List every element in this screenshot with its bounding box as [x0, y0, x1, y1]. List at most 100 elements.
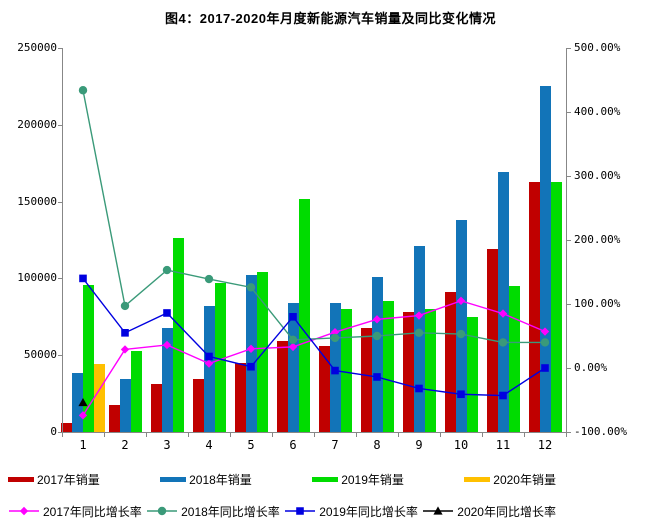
marker-growth-2017-m5 — [246, 344, 256, 353]
y-axis-right-label: 200.00% — [574, 233, 621, 246]
marker-growth-2018-m1 — [78, 86, 88, 95]
marker-growth-2019-m2 — [121, 329, 129, 337]
bar-sales-2019-m12 — [550, 181, 562, 432]
legend-swatch-growth-2017 — [9, 506, 39, 516]
y-axis-right-label: -100.00% — [574, 425, 627, 438]
bar-sales-2017-m6 — [276, 341, 288, 432]
marker-growth-2017-m4 — [204, 359, 214, 368]
x-axis-tick — [230, 433, 231, 437]
y-axis-left-tick — [58, 124, 62, 126]
bar-sales-2019-m3 — [172, 238, 184, 432]
marker-growth-2017-m3 — [162, 340, 172, 350]
legend-label-growth-2019: 2019年同比增长率 — [319, 504, 418, 519]
x-axis-label-month-10: 10 — [453, 438, 469, 452]
x-axis-tick — [62, 433, 63, 437]
line-growth-2020 — [78, 397, 88, 407]
bar-sales-2017-m9 — [402, 312, 414, 432]
x-axis-tick — [524, 433, 525, 437]
bar-sales-2018-m3 — [161, 327, 173, 432]
legend-item-growth-2020: 2020年同比增长率 — [422, 503, 556, 520]
y-axis-left-tick — [58, 355, 62, 357]
marker-growth-2017-m10 — [456, 296, 466, 305]
legend-item-sales-2018: 2018年销量 — [160, 471, 252, 488]
marker-growth-2019-m8 — [373, 373, 381, 381]
marker-growth-2019-m10 — [457, 390, 465, 399]
y-axis-right-line — [566, 48, 567, 432]
bar-sales-2019-m8 — [382, 301, 394, 432]
y-axis-left-label: 0 — [50, 425, 57, 438]
marker-growth-2019-m11 — [499, 391, 507, 400]
line-path-growth-2019 — [82, 277, 546, 397]
chart-title: 图4：2017-2020年月度新能源汽车销量及同比变化情况 — [165, 11, 496, 26]
bar-sales-2017-m4 — [192, 379, 204, 432]
legend-item-sales-2020: 2020年销量 — [464, 471, 556, 488]
marker-growth-2018-m6 — [288, 335, 298, 345]
x-axis-tick — [146, 433, 147, 437]
marker-growth-2018-m7 — [330, 333, 340, 343]
x-axis-tick — [440, 433, 441, 437]
bar-sales-2017-m2 — [108, 404, 120, 432]
bar-sales-2019-m9 — [424, 309, 436, 432]
bar-sales-2019-m6 — [298, 198, 310, 432]
marker-growth-2019-m9 — [415, 384, 423, 393]
y-axis-right-label: 100.00% — [574, 297, 621, 310]
line-growth-2017 — [78, 296, 550, 420]
x-axis-label-month-7: 7 — [331, 438, 339, 452]
x-axis-tick — [356, 433, 357, 437]
legend-label-growth-2017: 2017年同比增长率 — [43, 504, 142, 519]
y-axis-right-label: 300.00% — [574, 169, 621, 182]
marker-growth-2019-m5 — [247, 362, 255, 371]
marker-growth-2017-m11 — [498, 309, 508, 318]
marker-growth-2018-m10 — [456, 329, 466, 339]
marker-growth-2018-m3 — [162, 265, 172, 275]
bar-sales-2017-m7 — [318, 345, 330, 432]
y-axis-right-tick — [567, 240, 571, 241]
y-axis-left-line — [62, 48, 63, 432]
y-axis-right-label: 500.00% — [574, 41, 621, 54]
bar-sales-2017-m5 — [234, 362, 246, 432]
x-axis-tick — [188, 433, 189, 437]
bar-sales-2017-m3 — [150, 384, 162, 432]
legend-swatch-growth-2020 — [423, 506, 454, 515]
x-axis-label-month-2: 2 — [121, 438, 129, 452]
x-axis-label-month-4: 4 — [205, 438, 213, 452]
x-axis-tick — [272, 433, 273, 437]
marker-growth-2019-m1 — [79, 274, 87, 283]
bar-sales-2018-m5 — [245, 275, 257, 432]
legend-label-growth-2020: 2020年同比增长率 — [457, 504, 556, 519]
legend-swatch-sales-2018 — [160, 476, 187, 482]
bar-sales-2017-m1 — [61, 423, 72, 432]
y-axis-right-label: 0.00% — [574, 361, 608, 374]
y-axis-right-tick — [567, 176, 571, 177]
legend-item-growth-2018: 2018年同比增长率 — [146, 503, 280, 520]
x-axis-label-month-6: 6 — [289, 438, 297, 452]
y-axis-right-tick — [567, 304, 571, 305]
legend-item-sales-2019: 2019年销量 — [312, 471, 404, 488]
y-axis-left-label: 50000 — [23, 348, 57, 362]
bar-sales-2019-m4 — [214, 283, 226, 432]
y-axis-left-label: 150000 — [17, 194, 57, 208]
bar-sales-2017-m12 — [528, 181, 540, 432]
y-axis-right-tick — [567, 48, 571, 49]
bar-sales-2018-m11 — [497, 172, 509, 432]
legend-swatch-growth-2018 — [147, 506, 178, 516]
bar-sales-2017-m8 — [360, 327, 372, 432]
bar-sales-2019-m11 — [508, 286, 520, 432]
line-growth-2018 — [78, 86, 550, 347]
legend-item-sales-2017: 2017年销量 — [8, 471, 100, 488]
marker-growth-2017-m6 — [288, 342, 298, 352]
legend-label-sales-2019: 2019年销量 — [341, 472, 404, 487]
marker-growth-2019-m3 — [163, 309, 171, 317]
bar-sales-2018-m4 — [203, 306, 215, 432]
line-path-growth-2018 — [82, 90, 545, 344]
line-growth-2019 — [79, 274, 549, 400]
x-axis-label-month-11: 11 — [495, 438, 511, 452]
bar-sales-2020-m1 — [94, 364, 105, 432]
y-axis-left-tick — [58, 278, 62, 280]
marker-growth-2017-m7 — [330, 327, 340, 337]
x-axis-tick — [398, 433, 399, 437]
bar-sales-2018-m10 — [455, 220, 467, 432]
bar-sales-2018-m1 — [72, 372, 83, 432]
legend-swatch-sales-2019 — [312, 476, 339, 482]
